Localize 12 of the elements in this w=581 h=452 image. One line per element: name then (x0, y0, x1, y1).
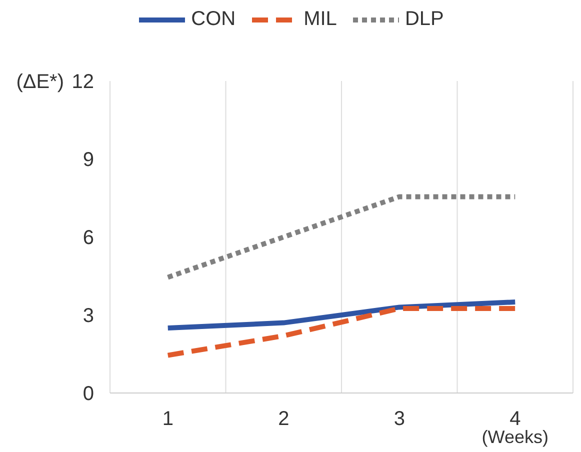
legend-label: CON (190, 8, 236, 31)
x-tick-label: 3 (394, 408, 405, 430)
legend-label: DLP (404, 8, 444, 31)
x-tick-label: 1 (162, 408, 174, 430)
y-tick-label: 12 (72, 71, 94, 94)
y-tick-label: 0 (82, 383, 94, 406)
y-tick-label: 3 (82, 305, 94, 328)
y-tick-label: 6 (82, 227, 94, 250)
y-axis-title: (ΔE*) (16, 71, 64, 93)
y-tick-label: 9 (82, 149, 94, 172)
legend-label: MIL (302, 8, 337, 31)
x-tick-label: 2 (278, 408, 290, 430)
